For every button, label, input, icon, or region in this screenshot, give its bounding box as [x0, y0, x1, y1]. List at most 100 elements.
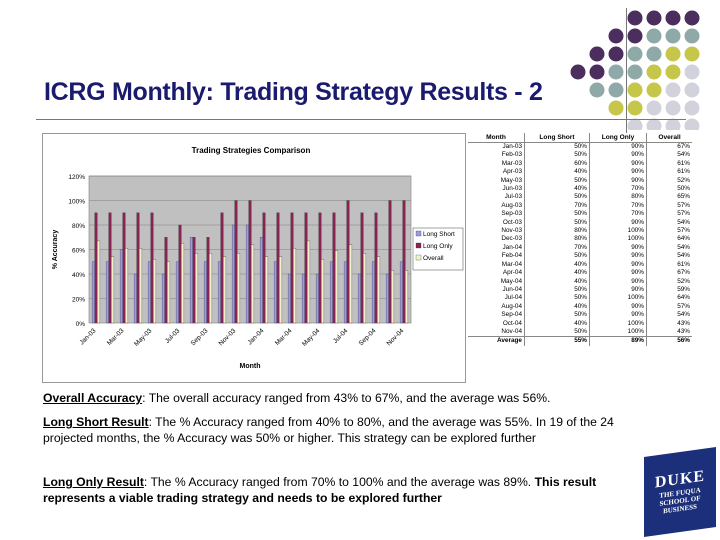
- table-cell: 50%: [524, 252, 590, 261]
- long-only-bold-text: This result represents a viable trading …: [43, 475, 597, 505]
- results-table-container: Month Long Short Long Only Overall Jan-0…: [468, 133, 692, 382]
- decorative-dot: [665, 100, 681, 116]
- bar-overall: [279, 256, 283, 324]
- table-cell: 50%: [524, 142, 590, 152]
- bar-long-short: [203, 261, 207, 324]
- bar-overall: [307, 240, 311, 324]
- table-cell: Jul-04: [468, 294, 525, 303]
- table-cell: Aug-03: [468, 201, 525, 211]
- decorative-dot: [608, 82, 624, 98]
- average-cell: 55%: [524, 336, 590, 346]
- table-cell: 90%: [589, 176, 647, 186]
- overall-accuracy-text: : The overall accuracy ranged from 43% t…: [142, 391, 551, 405]
- table-row: Feb-03 50% 90% 54%: [468, 151, 692, 160]
- overall-accuracy-label: Overall Accuracy: [43, 391, 143, 405]
- table-cell: 70%: [589, 185, 647, 194]
- bar-long-only: [164, 237, 168, 324]
- average-cell: Average: [468, 336, 525, 346]
- table-cell: 64%: [677, 294, 690, 302]
- table-cell: Mar-04: [468, 260, 525, 270]
- bar-long-only: [150, 212, 154, 324]
- decorative-dot: [646, 118, 662, 130]
- x-tick-label: Nov-03: [218, 327, 238, 347]
- table-cell: Apr-04: [468, 269, 525, 278]
- decorative-dot: [684, 118, 700, 130]
- table-cell: Jun-03: [468, 185, 525, 194]
- table-cell: 90%: [589, 277, 647, 286]
- table-row: Mar-03 60% 90% 61%: [468, 159, 692, 169]
- bar-overall: [111, 256, 115, 324]
- table-row: Feb-04 50% 90% 54%: [468, 252, 692, 261]
- bar-overall: [363, 253, 367, 324]
- decorative-dot: [684, 46, 700, 62]
- bar-overall: [265, 256, 269, 324]
- bar-long-only: [192, 237, 196, 324]
- table-row: Jan-03 50% 90% 67%: [468, 142, 692, 152]
- table-cell: 67%: [677, 269, 690, 277]
- bar-long-only: [402, 200, 406, 324]
- long-short-text: : The % Accuracy ranged from 40% to 80%,…: [43, 415, 614, 445]
- y-tick-label: 20%: [72, 297, 85, 304]
- table-row: Jun-03 40% 70% 50%: [468, 185, 692, 194]
- legend-label: Long Only: [423, 243, 453, 250]
- table-cell: Sep-04: [468, 311, 525, 320]
- table-cell: Dec-03: [468, 235, 525, 244]
- table-cell: Jul-03: [468, 193, 525, 202]
- table-cell: 43%: [677, 327, 690, 335]
- table-cell: 50%: [524, 218, 590, 228]
- table-cell: 70%: [524, 243, 590, 253]
- decorative-dot: [589, 82, 605, 98]
- bar-overall: [321, 259, 325, 324]
- table-cell: 40%: [524, 319, 590, 328]
- decorative-dot: [665, 10, 681, 26]
- table-cell: 70%: [524, 201, 590, 211]
- bar-long-short: [231, 224, 235, 324]
- header-month: Month: [468, 133, 525, 143]
- table-row: Jul-03 50% 80% 65%: [468, 193, 692, 202]
- bar-long-only: [332, 212, 336, 324]
- vertical-divider-line: [626, 8, 627, 160]
- decorative-dot: [646, 64, 662, 80]
- table-row: Jul-04 50% 100% 64%: [468, 294, 692, 303]
- legend-label: Long Short: [423, 231, 455, 238]
- x-axis-label: Month: [240, 363, 261, 370]
- table-cell: 54%: [677, 311, 690, 319]
- bar-overall: [405, 270, 409, 324]
- decorative-dot: [608, 100, 624, 116]
- bar-long-short: [175, 261, 179, 324]
- bar-overall: [377, 256, 381, 324]
- bar-overall: [125, 248, 129, 324]
- x-tick-label: Jan-03: [78, 327, 97, 346]
- table-cell: 50%: [524, 311, 590, 320]
- bar-long-short: [217, 261, 221, 324]
- table-header-row: Month Long Short Long Only Overall: [468, 133, 692, 143]
- bar-long-short: [385, 273, 389, 324]
- bar-long-short: [273, 261, 277, 324]
- bar-long-only: [136, 212, 140, 324]
- table-row: Aug-03 70% 70% 57%: [468, 201, 692, 211]
- table-cell: Oct-04: [468, 319, 525, 328]
- bar-long-only: [206, 237, 210, 324]
- table-cell: Oct-03: [468, 218, 525, 228]
- duke-fuqua-logo: DUKE THE FUQUA SCHOOL OF BUSINESS: [644, 446, 716, 538]
- x-tick-label: Jan-04: [246, 327, 265, 346]
- table-cell: 61%: [677, 260, 690, 268]
- bar-overall: [349, 244, 353, 324]
- table-cell: 40%: [524, 277, 590, 286]
- bar-long-short: [287, 273, 291, 324]
- decorative-dot: [589, 64, 605, 80]
- table-cell: 80%: [524, 235, 590, 244]
- table-row: Jan-04 70% 90% 54%: [468, 243, 692, 253]
- table-cell: 52%: [677, 176, 690, 184]
- bar-overall: [293, 248, 297, 324]
- bar-long-only: [178, 224, 182, 324]
- decorative-dot: [608, 28, 624, 44]
- x-tick-label: Mar-04: [274, 327, 294, 347]
- bar-long-short: [329, 261, 333, 324]
- table-cell: 90%: [589, 269, 647, 278]
- table-cell: 90%: [589, 252, 647, 261]
- table-cell: 90%: [589, 142, 647, 152]
- decorative-dot: [684, 10, 700, 26]
- table-row: Jun-04 50% 90% 59%: [468, 285, 692, 295]
- bar-overall: [139, 248, 143, 324]
